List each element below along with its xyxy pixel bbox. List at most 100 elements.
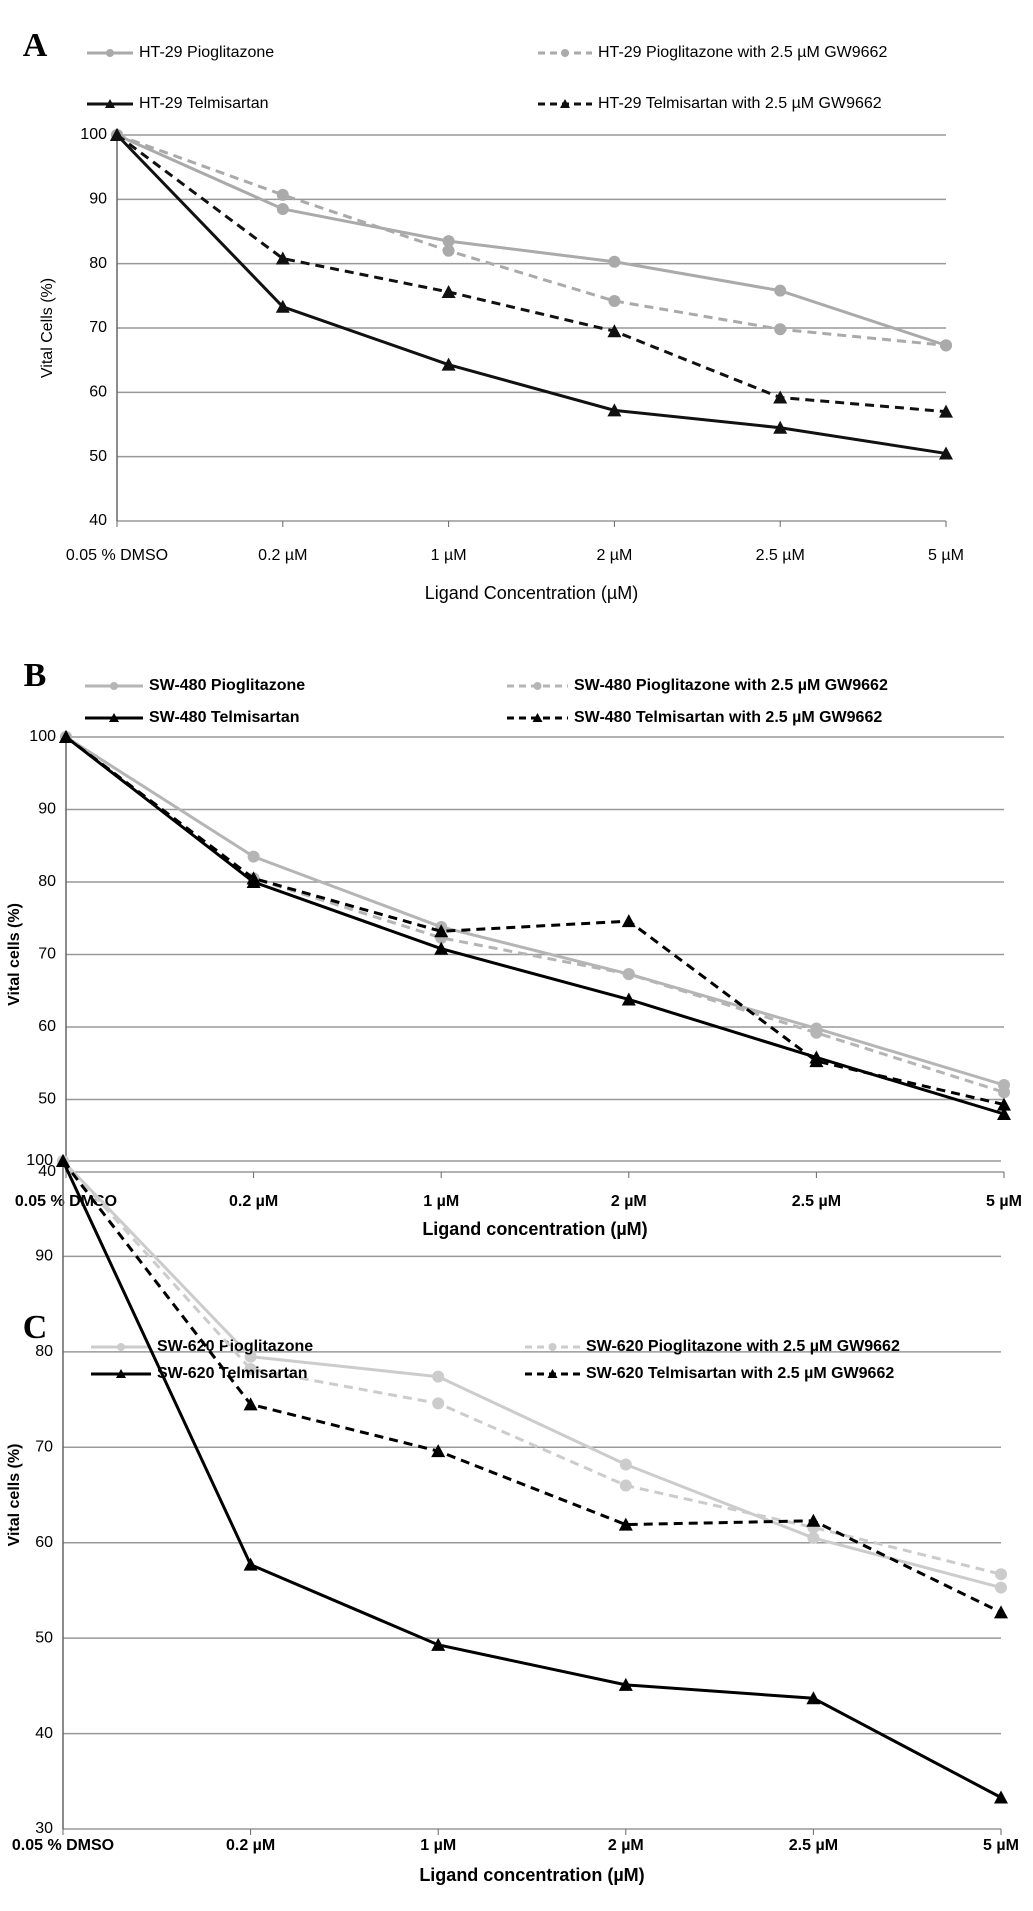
y-tick-label: 90 xyxy=(89,191,107,208)
marker xyxy=(442,244,455,257)
marker xyxy=(607,403,622,417)
legend-label: HT-29 Telmisartan xyxy=(139,95,269,112)
marker xyxy=(806,1513,821,1527)
marker xyxy=(940,339,952,352)
marker xyxy=(773,390,788,404)
x-tick-label: 2 µM xyxy=(596,547,632,564)
y-tick-label: 40 xyxy=(89,512,107,529)
x-tick-label: 1 µM xyxy=(420,1837,456,1854)
legend-marker xyxy=(533,682,542,690)
marker xyxy=(276,188,289,201)
legend-marker xyxy=(532,713,543,722)
marker xyxy=(810,1026,823,1039)
y-axis-title: Vital cells (%) xyxy=(6,903,23,1006)
y-tick-label: 60 xyxy=(89,384,107,401)
x-axis-title: Ligand Concentration (µM) xyxy=(425,583,638,603)
legend-marker xyxy=(105,99,115,108)
x-tick-label: 0.2 µM xyxy=(229,1193,278,1210)
series-line xyxy=(65,735,1005,1107)
legend-label: HT-29 Pioglitazone xyxy=(139,44,274,61)
marker xyxy=(997,1107,1011,1120)
marker xyxy=(618,1677,633,1691)
y-tick-label: 100 xyxy=(29,728,56,745)
marker xyxy=(247,850,260,863)
marker xyxy=(431,1444,446,1458)
marker xyxy=(939,446,953,460)
marker xyxy=(434,941,449,955)
y-tick-label: 30 xyxy=(35,1820,53,1837)
y-tick-label: 80 xyxy=(38,873,56,890)
x-axis-title: Ligand concentration (µM) xyxy=(422,1219,647,1239)
marker xyxy=(998,1086,1010,1099)
legend-marker xyxy=(106,49,114,57)
marker xyxy=(619,1479,632,1492)
x-tick-label: 0.05 % DMSO xyxy=(12,1837,114,1854)
marker xyxy=(56,1154,70,1167)
marker xyxy=(432,1397,445,1410)
legend-label: SW-620 Pioglitazone with 2.5 µM GW9662 xyxy=(586,1338,900,1355)
x-tick-label: 2.5 µM xyxy=(792,1193,841,1210)
y-tick-label: 50 xyxy=(38,1091,56,1108)
marker xyxy=(994,1790,1008,1804)
marker xyxy=(621,992,636,1006)
x-tick-label: 2.5 µM xyxy=(789,1837,838,1854)
x-tick-label: 2 µM xyxy=(608,1837,644,1854)
marker xyxy=(275,299,290,313)
series-line xyxy=(116,133,947,414)
series-line xyxy=(116,133,947,347)
marker xyxy=(939,404,953,418)
y-tick-label: 100 xyxy=(80,126,107,143)
x-tick-label: 5 µM xyxy=(986,1193,1022,1210)
series-line xyxy=(61,1160,1002,1614)
legend-label: HT-29 Telmisartan with 2.5 µM GW9662 xyxy=(598,95,882,112)
x-axis-title: Ligand concentration (µM) xyxy=(419,1865,644,1885)
marker xyxy=(995,1581,1007,1594)
chart-panel: A 40 50 60 70 80 90 100 0.05 % DMSO 0.2 µM 1 µM 2 µ… xyxy=(23,27,964,603)
legend-marker xyxy=(560,99,570,108)
marker xyxy=(276,202,289,215)
marker xyxy=(994,1605,1008,1619)
y-tick-label: 60 xyxy=(35,1534,53,1551)
series-line xyxy=(61,1160,1002,1799)
marker xyxy=(608,255,621,268)
y-tick-label: 70 xyxy=(38,946,56,963)
series-line xyxy=(115,133,947,455)
legend-label: HT-29 Pioglitazone with 2.5 µM GW9662 xyxy=(598,44,887,61)
marker xyxy=(432,1370,445,1383)
legend-label: SW-480 Telmisartan with 2.5 µM GW9662 xyxy=(574,709,882,726)
y-tick-label: 60 xyxy=(38,1018,56,1035)
marker xyxy=(997,1097,1011,1111)
chart-panel: C 30 40 50 60 70 80 90 100 0.05 % DMSO 0.2 µM 1 µM 2… xyxy=(6,1152,1019,1885)
marker xyxy=(774,284,787,297)
y-axis-title: Vital cells (%) xyxy=(6,1444,23,1547)
y-tick-label: 90 xyxy=(38,801,56,818)
series-line xyxy=(61,1159,1002,1576)
x-tick-label: 5 µM xyxy=(928,547,964,564)
series-line xyxy=(65,735,1005,1087)
marker xyxy=(806,1691,821,1705)
y-tick-label: 50 xyxy=(35,1629,53,1646)
y-tick-label: 50 xyxy=(89,448,107,465)
y-tick-label: 70 xyxy=(35,1439,53,1456)
y-tick-label: 70 xyxy=(89,319,107,336)
marker xyxy=(275,251,290,265)
marker xyxy=(622,968,635,981)
panel-label: A xyxy=(23,27,48,64)
series-line xyxy=(116,133,947,347)
y-tick-label: 80 xyxy=(89,255,107,272)
marker xyxy=(434,924,449,938)
x-tick-label: 2 µM xyxy=(611,1193,647,1210)
marker xyxy=(59,730,73,743)
legend-label: SW-480 Pioglitazone with 2.5 µM GW9662 xyxy=(574,677,888,694)
marker xyxy=(608,294,621,307)
marker xyxy=(442,235,455,248)
marker xyxy=(619,1458,632,1471)
legend-label: SW-620 Telmisartan with 2.5 µM GW9662 xyxy=(586,1365,894,1382)
series-line xyxy=(61,1159,1002,1590)
y-tick-label: 100 xyxy=(26,1152,53,1169)
marker xyxy=(995,1568,1007,1581)
y-tick-label: 40 xyxy=(35,1725,53,1742)
marker xyxy=(243,1397,258,1411)
